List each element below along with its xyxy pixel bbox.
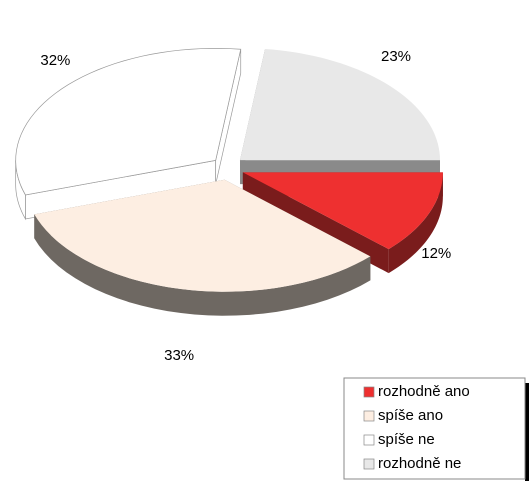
slice-side xyxy=(34,214,371,316)
legend-label: spíše ne xyxy=(378,431,435,448)
slice-top xyxy=(34,179,371,292)
legend-swatch xyxy=(363,458,375,470)
legend-label: rozhodně ano xyxy=(378,383,470,400)
legend-label: spíše ano xyxy=(378,407,443,424)
pie-slice xyxy=(34,179,371,316)
slice-side xyxy=(388,172,443,274)
legend-shadow xyxy=(525,383,529,481)
legend-swatch xyxy=(363,410,375,422)
legend-swatch xyxy=(363,386,375,398)
pie-slice xyxy=(15,48,242,221)
pie-slice xyxy=(240,48,441,185)
data-label: 23% xyxy=(381,48,411,65)
slice-top xyxy=(240,48,441,161)
legend-label: rozhodně ne xyxy=(378,455,461,472)
slice-top xyxy=(242,172,443,250)
slice-top xyxy=(15,48,242,196)
data-label: 32% xyxy=(40,52,70,69)
data-label: 12% xyxy=(421,245,451,262)
data-label: 33% xyxy=(164,347,194,364)
legend-swatch xyxy=(363,434,375,446)
